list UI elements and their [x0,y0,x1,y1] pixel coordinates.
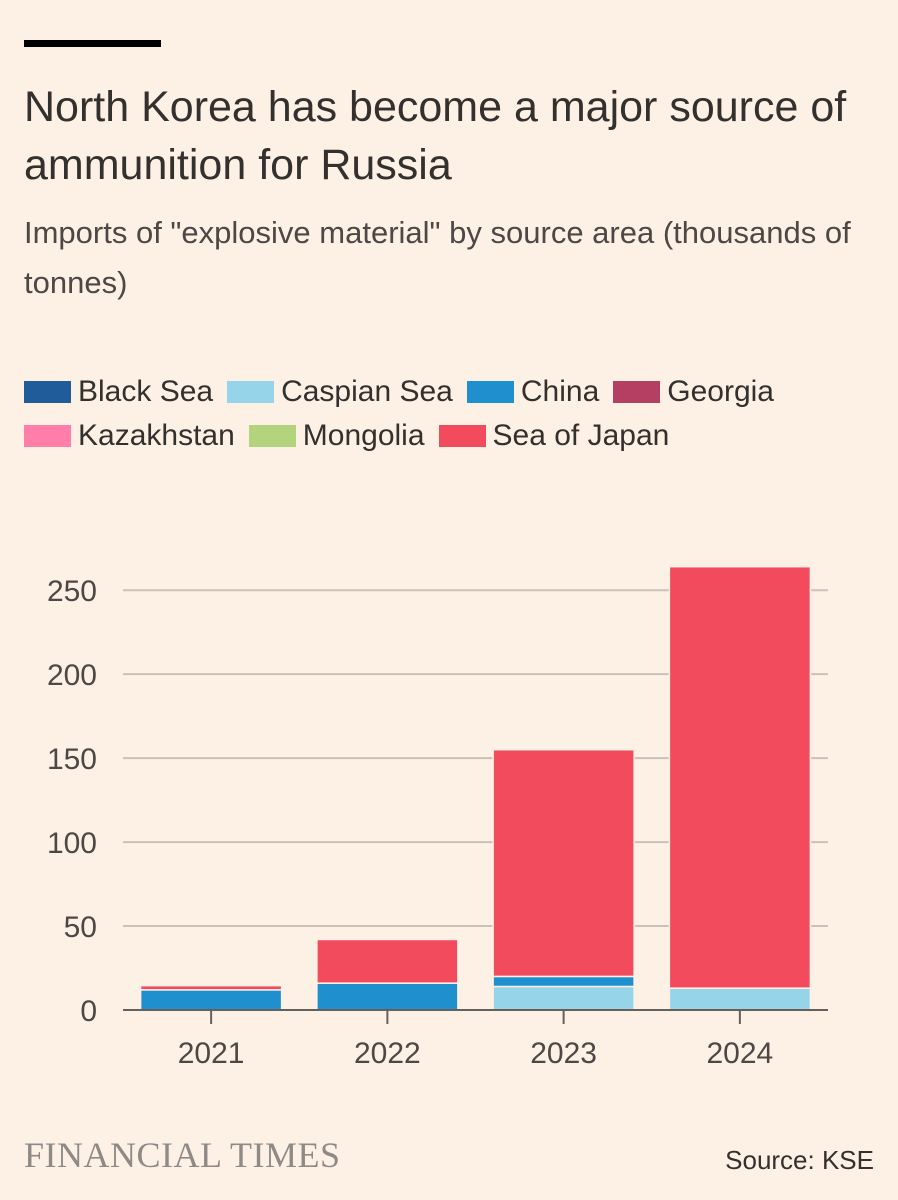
x-tick-label-2022: 2022 [354,1037,421,1070]
legend-swatch-china [466,381,514,403]
legend-label-sea-of-japan: Sea of Japan [492,419,670,452]
legend-item-sea-of-japan: Sea of Japan [438,419,670,453]
y-tick-label-250: 250 [47,575,97,608]
legend-swatch-mongolia [248,425,296,447]
legend-label-caspian-sea: Caspian Sea [281,375,453,408]
legend-row-1: Black Sea Caspian Sea China Georgia [24,370,874,414]
x-tick-label-2024: 2024 [707,1037,774,1070]
bar-2023-china [492,975,635,988]
bar-chart: 0 50 100 150 200 250 2021 2022 2023 2024 [47,565,828,1070]
legend-label-kazakhstan: Kazakhstan [78,419,235,452]
legend-swatch-caspian-sea [227,381,275,403]
y-tick-label-100: 100 [47,827,97,860]
legend-swatch-black-sea [24,381,71,403]
bar-2023-sea-of-japan [492,748,635,978]
legend-swatch-sea-of-japan [438,425,486,447]
chart-subtitle: Imports of "explosive material" by sourc… [24,215,851,300]
legend-label-mongolia: Mongolia [302,419,425,452]
x-tick-label-2021: 2021 [178,1037,245,1070]
bar-2022-sea-of-japan [316,938,459,984]
bar-2024-caspian-sea [668,987,812,1011]
y-tick-label-150: 150 [47,743,97,776]
chart-legend: Black Sea Caspian Sea China Georgia Kaza… [24,370,874,458]
bar-2023-caspian-sea [492,985,635,1011]
legend-item-georgia: Georgia [613,375,774,409]
legend-item-mongolia: Mongolia [248,419,425,453]
legend-label-black-sea: Black Sea [78,375,214,408]
legend-item-black-sea: Black Sea [24,375,213,409]
chart-title: North Korea has become a major source of… [24,83,847,189]
legend-item-kazakhstan: Kazakhstan [24,419,235,453]
bar-2021-sea-of-japan [139,984,283,991]
y-tick-label-50: 50 [64,911,97,944]
legend-item-caspian-sea: Caspian Sea [227,375,453,409]
bar-2021-china [139,989,283,1011]
legend-row-2: Kazakhstan Mongolia Sea of Japan [24,414,874,458]
legend-item-china: China [466,375,600,409]
header-rule [24,40,161,47]
source-note: Source: KSE [725,1145,874,1175]
legend-swatch-kazakhstan [24,425,71,447]
legend-swatch-georgia [613,381,661,403]
legend-label-china: China [520,375,600,408]
x-tick-label-2023: 2023 [530,1037,597,1070]
bar-2024-sea-of-japan [668,565,812,989]
y-tick-label-200: 200 [47,659,97,692]
bar-2022-china [316,982,459,1011]
publisher-logo: FINANCIAL TIMES [24,1135,341,1175]
y-tick-label-0: 0 [80,995,97,1028]
legend-label-georgia: Georgia [667,375,774,408]
